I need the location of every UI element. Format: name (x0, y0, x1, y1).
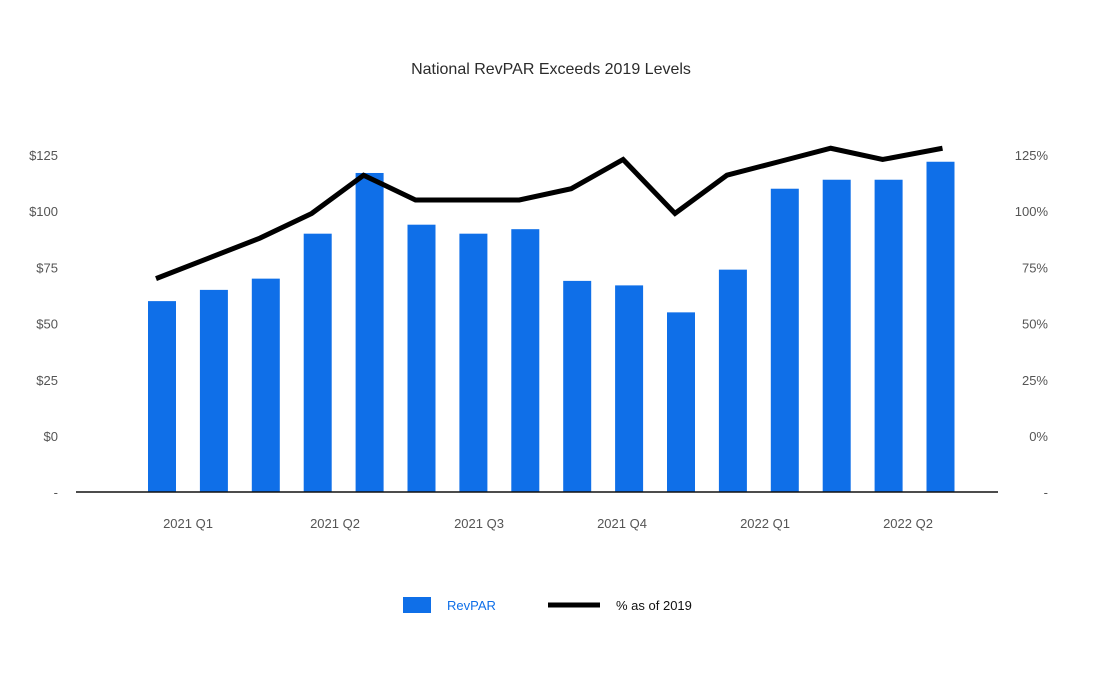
bar (303, 233, 332, 492)
bar (874, 179, 903, 492)
bar (511, 229, 540, 492)
bar (822, 179, 851, 492)
bar (667, 312, 695, 492)
y-left-tick-label: - (54, 485, 58, 500)
bar (148, 301, 176, 492)
legend-label-revpar: RevPAR (447, 598, 496, 613)
x-axis: 2021 Q1 2021 Q2 2021 Q3 2021 Q4 2022 Q1 2022 … (163, 516, 933, 531)
y-right-tick-label: - (1044, 485, 1048, 500)
legend-label-pct-2019: % as of 2019 (616, 598, 692, 613)
line-series (155, 145, 943, 281)
bar (718, 269, 747, 492)
x-tick-label: 2021 Q4 (597, 516, 647, 531)
x-tick-label: 2022 Q1 (740, 516, 790, 531)
y-left-tick-label: $75 (36, 260, 58, 275)
legend: RevPAR % as of 2019 (403, 597, 692, 613)
x-tick-label: 2021 Q3 (454, 516, 504, 531)
y-left-tick-label: $50 (36, 317, 58, 332)
y-left-tick-label: $100 (29, 204, 58, 219)
y-left-tick-label: $0 (44, 429, 58, 444)
bar (459, 233, 488, 492)
chart-title: National RevPAR Exceeds 2019 Levels (411, 61, 691, 78)
y-right-tick-label: 0% (1029, 429, 1048, 444)
y-axis-left: $125 $100 $75 $50 $25 $0 - (29, 148, 58, 500)
bar (199, 289, 228, 492)
line-path (155, 145, 943, 281)
y-left-tick-label: $125 (29, 148, 58, 163)
y-right-tick-label: 75% (1022, 260, 1048, 275)
bar-series (148, 161, 955, 493)
y-right-tick-label: 100% (1015, 204, 1049, 219)
y-right-tick-label: 125% (1015, 148, 1049, 163)
y-axis-right: 125% 100% 75% 50% 25% 0% - (1015, 148, 1049, 500)
bar (251, 278, 280, 492)
y-left-tick-label: $25 (36, 373, 58, 388)
legend-swatch-revpar (403, 597, 431, 613)
x-tick-label: 2021 Q1 (163, 516, 213, 531)
bar (926, 161, 955, 492)
x-tick-label: 2021 Q2 (310, 516, 360, 531)
x-tick-label: 2022 Q2 (883, 516, 933, 531)
bar (615, 285, 644, 492)
y-right-tick-label: 50% (1022, 317, 1048, 332)
y-right-tick-label: 25% (1022, 373, 1048, 388)
bar (563, 280, 592, 492)
bar (407, 224, 436, 493)
bar (355, 172, 384, 492)
bar (770, 188, 799, 492)
